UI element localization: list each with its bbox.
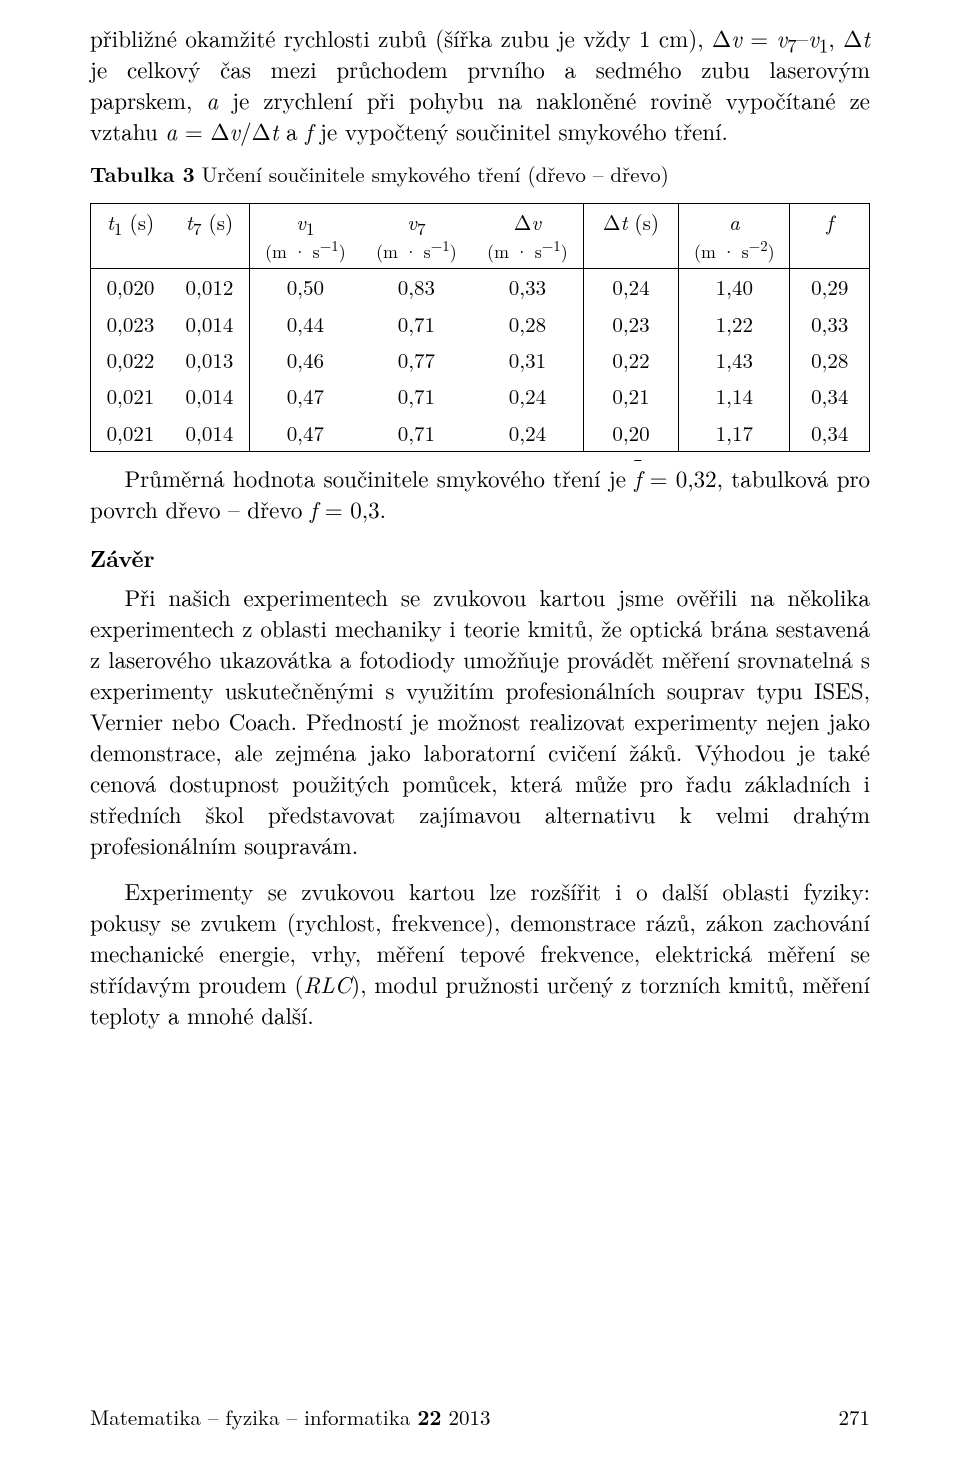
table-head: t1 (s)t7 (s)v1(m · s−1)v7(m · s−1)Δv(m ·… — [91, 203, 870, 269]
table-cell: 0,022 — [91, 342, 170, 378]
table-cell: 0,71 — [361, 415, 472, 452]
table-cell: 0,50 — [249, 269, 360, 306]
footer-page-number: 271 — [839, 1403, 871, 1431]
table-cell: 0,47 — [249, 378, 360, 414]
table-cell: 0,77 — [361, 342, 472, 378]
table-head-row: t1 (s)t7 (s)v1(m · s−1)v7(m · s−1)Δv(m ·… — [91, 203, 870, 269]
page-footer: Matematika – fyzika – informatika 22 201… — [90, 1403, 870, 1431]
after-table-paragraph: Průměrná hodnota součinitele smykového t… — [90, 462, 870, 524]
table-cell: 0,31 — [472, 342, 583, 378]
table-cell: 0,014 — [170, 306, 249, 342]
table-caption: Tabulka 3 Určení součinitele smykového t… — [90, 160, 870, 188]
table-cell: 0,34 — [790, 415, 870, 452]
table-cell: 0,71 — [361, 306, 472, 342]
table-cell: 0,24 — [472, 415, 583, 452]
table-cell: 0,020 — [91, 269, 170, 306]
friction-table: t1 (s)t7 (s)v1(m · s−1)v7(m · s−1)Δv(m ·… — [90, 203, 870, 452]
table-cell: 0,46 — [249, 342, 360, 378]
table-cell: 0,013 — [170, 342, 249, 378]
table-header-cell: Δv(m · s−1) — [472, 203, 583, 269]
table-cell: 1,40 — [679, 269, 790, 306]
table-cell: 1,43 — [679, 342, 790, 378]
table-cell: 0,28 — [472, 306, 583, 342]
table-cell: 0,44 — [249, 306, 360, 342]
table-row: 0,0210,0140,470,710,240,211,140,34 — [91, 378, 870, 414]
table-header-cell: v7(m · s−1) — [361, 203, 472, 269]
table-cell: 0,023 — [91, 306, 170, 342]
table-cell: 1,14 — [679, 378, 790, 414]
table-cell: 0,71 — [361, 378, 472, 414]
table-cell: 0,20 — [583, 415, 678, 452]
table-body: 0,0200,0120,500,830,330,241,400,290,0230… — [91, 269, 870, 452]
conclusion-paragraph-2: Experimenty se zvukovou kartou lze rozší… — [90, 875, 870, 1030]
table-header-cell: v1(m · s−1) — [249, 203, 360, 269]
table-cell: 0,47 — [249, 415, 360, 452]
section-heading: Závěr — [90, 542, 870, 573]
table-cell: 0,83 — [361, 269, 472, 306]
table-cell: 0,021 — [91, 378, 170, 414]
table-header-cell: Δt (s) — [583, 203, 678, 269]
table-row: 0,0230,0140,440,710,280,231,220,33 — [91, 306, 870, 342]
table-cell: 1,22 — [679, 306, 790, 342]
table-cell: 1,17 — [679, 415, 790, 452]
table-cell: 0,33 — [790, 306, 870, 342]
table-header-cell: f — [790, 203, 870, 269]
table-header-cell: t1 (s) — [91, 203, 170, 269]
table-cell: 0,014 — [170, 378, 249, 414]
table-header-cell: a(m · s−2) — [679, 203, 790, 269]
table-row: 0,0200,0120,500,830,330,241,400,29 — [91, 269, 870, 306]
footer-left: Matematika – fyzika – informatika 22 201… — [90, 1403, 490, 1431]
table-cell: 0,33 — [472, 269, 583, 306]
table-cell: 0,28 — [790, 342, 870, 378]
conclusion-paragraph-1: Při našich experimentech se zvukovou kar… — [90, 581, 870, 860]
table-cell: 0,21 — [583, 378, 678, 414]
table-cell: 0,29 — [790, 269, 870, 306]
table-cell: 0,014 — [170, 415, 249, 452]
table-cell: 0,22 — [583, 342, 678, 378]
table-cell: 0,34 — [790, 378, 870, 414]
table-header-cell: t7 (s) — [170, 203, 249, 269]
table-cell: 0,012 — [170, 269, 249, 306]
table-row: 0,0210,0140,470,710,240,201,170,34 — [91, 415, 870, 452]
page: přibližné okamžité rychlosti zubů (šířka… — [0, 0, 960, 1469]
intro-paragraph: přibližné okamžité rychlosti zubů (šířka… — [90, 22, 870, 146]
table-cell: 0,24 — [472, 378, 583, 414]
table-cell: 0,021 — [91, 415, 170, 452]
table-cell: 0,23 — [583, 306, 678, 342]
table-cell: 0,24 — [583, 269, 678, 306]
table-row: 0,0220,0130,460,770,310,221,430,28 — [91, 342, 870, 378]
